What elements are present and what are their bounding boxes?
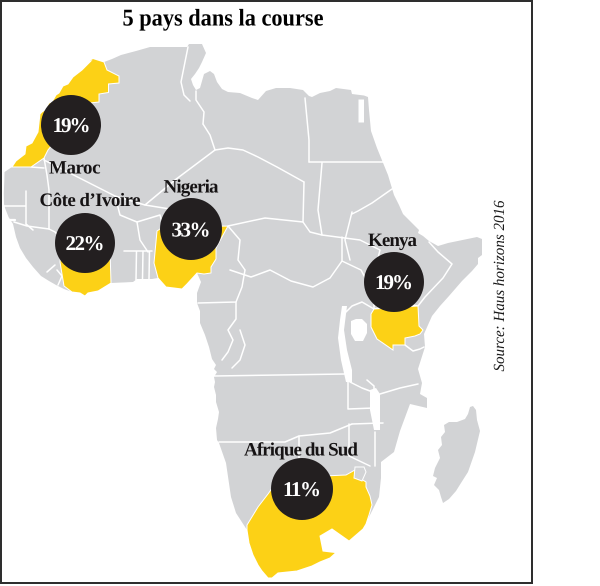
svg-text:11%: 11% — [283, 477, 321, 501]
svg-text:Afrique du Sud: Afrique du Sud — [244, 440, 358, 461]
svg-text:Maroc: Maroc — [49, 158, 101, 179]
svg-text:22%: 22% — [66, 231, 105, 255]
svg-text:5 pays dans la course: 5 pays dans la course — [123, 6, 324, 32]
svg-text:Source: Haus horizons 2016: Source: Haus horizons 2016 — [491, 200, 508, 371]
svg-text:19%: 19% — [375, 270, 413, 294]
svg-text:Côte d’Ivoire: Côte d’Ivoire — [40, 190, 141, 211]
svg-text:Kenya: Kenya — [368, 230, 418, 251]
svg-text:Nigeria: Nigeria — [164, 177, 220, 198]
svg-text:33%: 33% — [172, 218, 211, 242]
svg-text:19%: 19% — [53, 113, 91, 137]
